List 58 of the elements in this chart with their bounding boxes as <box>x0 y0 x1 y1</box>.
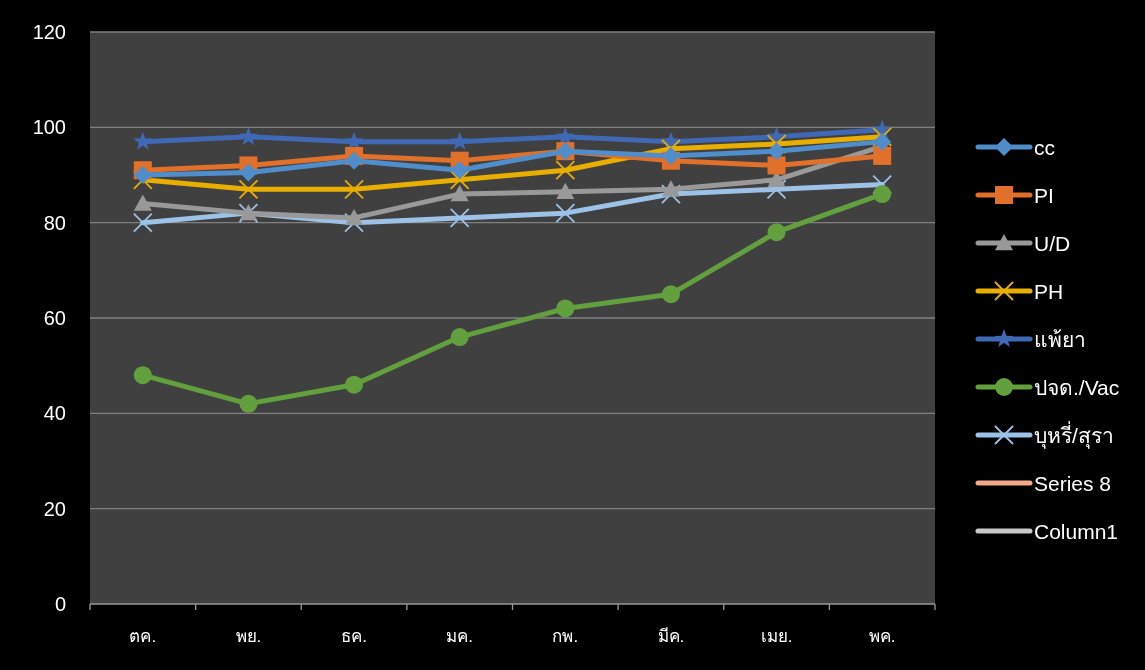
point <box>449 208 470 228</box>
point <box>450 131 470 150</box>
point <box>450 161 469 180</box>
point <box>767 223 786 242</box>
point <box>450 185 469 202</box>
y-tick-label: 0 <box>54 593 66 615</box>
x-tick-label: ธค. <box>341 627 367 646</box>
point <box>555 203 576 224</box>
point <box>239 163 258 182</box>
y-tick-label: 60 <box>43 307 66 329</box>
point <box>767 156 786 175</box>
point <box>873 132 892 151</box>
point <box>239 394 258 413</box>
point <box>449 169 470 190</box>
point <box>133 194 152 211</box>
x-tick-label: พย. <box>235 627 262 646</box>
legend-label: Series 8 <box>1034 472 1112 495</box>
x-tick-label: มีค. <box>657 627 685 646</box>
y-tick-label: 120 <box>32 21 66 43</box>
point <box>133 366 152 385</box>
legend-label: PH <box>1034 280 1064 303</box>
point <box>873 146 892 165</box>
y-tick-label: 100 <box>32 116 66 139</box>
y-tick-label: 40 <box>43 402 66 425</box>
legend-label: PI <box>1034 184 1054 207</box>
x-tick-label: พค. <box>868 627 896 646</box>
point <box>345 208 364 226</box>
point <box>555 160 576 181</box>
point <box>239 126 258 145</box>
point <box>661 285 680 304</box>
point <box>661 184 681 204</box>
point <box>555 126 575 145</box>
x-tick-label: ตค. <box>129 627 157 646</box>
point <box>661 180 680 197</box>
x-tick-label: เมย. <box>760 627 793 646</box>
point <box>133 166 152 184</box>
legend-label: cc <box>1034 136 1055 159</box>
legend-label: แพ้ยา <box>1034 328 1086 351</box>
y-tick-label: 20 <box>43 497 66 520</box>
x-tick-label: มค. <box>446 627 474 646</box>
legend-label: U/D <box>1034 232 1071 255</box>
point <box>872 126 893 147</box>
y-tick-label: 80 <box>43 211 66 234</box>
point <box>450 328 469 347</box>
point <box>344 179 364 200</box>
legend-label: Column1 <box>1034 520 1119 543</box>
point <box>345 375 364 394</box>
x-tick-label: กพ. <box>552 627 579 646</box>
point <box>132 212 153 233</box>
legend-label: บุหรี่/สุรา <box>1034 421 1114 449</box>
point <box>133 131 153 150</box>
point <box>873 185 892 204</box>
point <box>556 182 575 199</box>
point <box>238 179 259 200</box>
point <box>345 151 364 170</box>
point <box>556 299 575 318</box>
legend-label: ปจด./Vac <box>1034 376 1120 399</box>
point <box>344 131 364 150</box>
